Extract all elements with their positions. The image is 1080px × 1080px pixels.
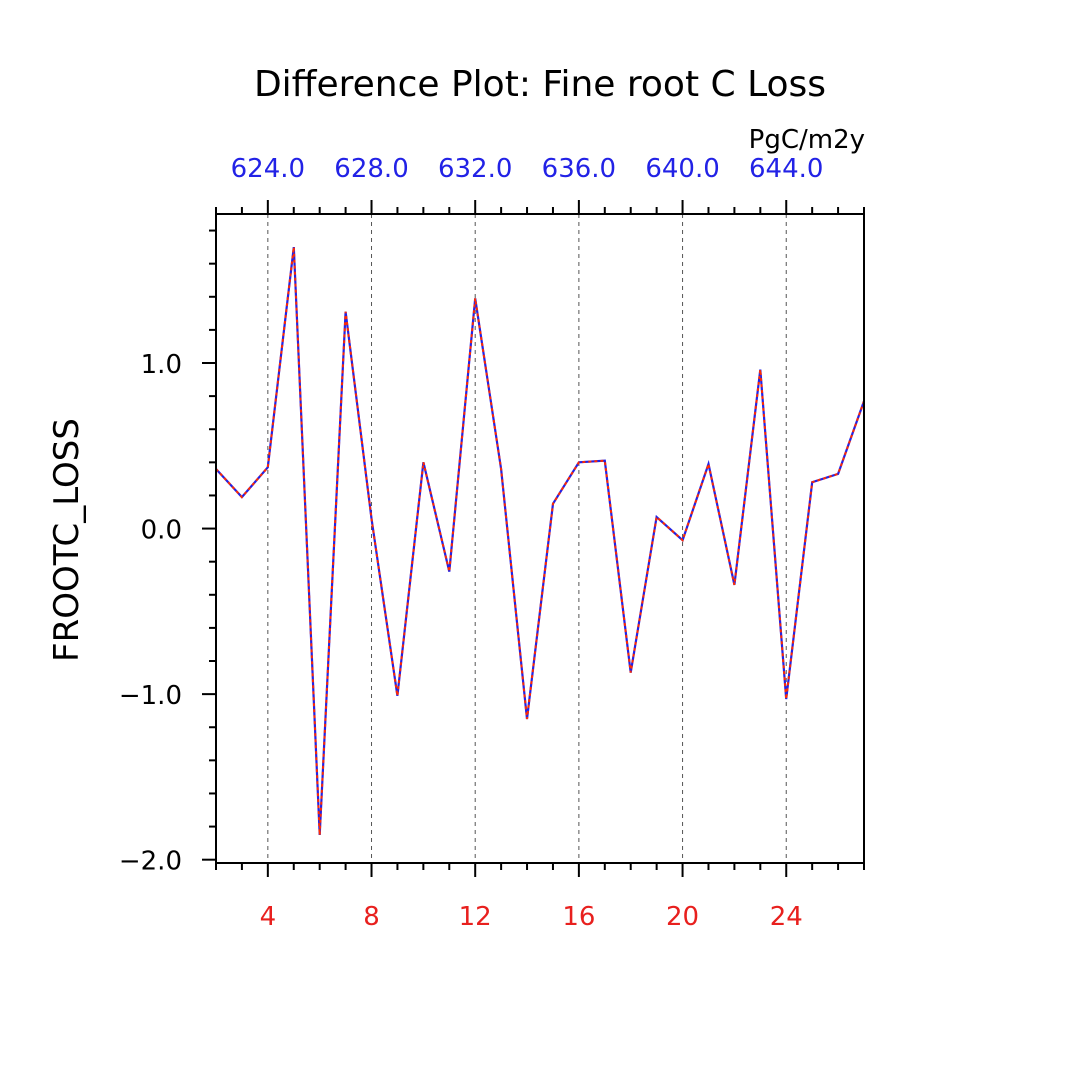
y-tick-label: 0.0 [141, 516, 182, 546]
chart-title: Difference Plot: Fine root C Loss [254, 64, 826, 105]
top-tick-label: 640.0 [645, 154, 719, 184]
top-tick-label: 628.0 [334, 154, 408, 184]
y-tick-label: −1.0 [119, 681, 182, 711]
x-tick-label: 12 [459, 902, 492, 932]
y-axis-label: FROOTC_LOSS [47, 418, 87, 662]
y-tick-label: 1.0 [141, 350, 182, 380]
x-tick-label: 8 [363, 902, 380, 932]
x-tick-label: 16 [562, 902, 595, 932]
units-label: PgC/m2y [749, 125, 865, 155]
axes [202, 200, 865, 877]
series-layer [215, 246, 866, 835]
top-tick-label: 632.0 [438, 154, 512, 184]
series-line-red [215, 246, 865, 835]
x-tick-label: 4 [260, 902, 277, 932]
top-tick-label: 636.0 [542, 154, 616, 184]
x-tick-label: 24 [770, 902, 803, 932]
tick-labels: 4 8 12 16 20 24 624.0 628.0 632.0 636.0 640.0 644.0… [119, 154, 824, 932]
top-tick-label: 644.0 [749, 154, 823, 184]
top-tick-label: 624.0 [231, 154, 305, 184]
x-tick-label: 20 [666, 902, 699, 932]
plot-frame [215, 213, 865, 864]
y-tick-label: −2.0 [119, 847, 182, 877]
